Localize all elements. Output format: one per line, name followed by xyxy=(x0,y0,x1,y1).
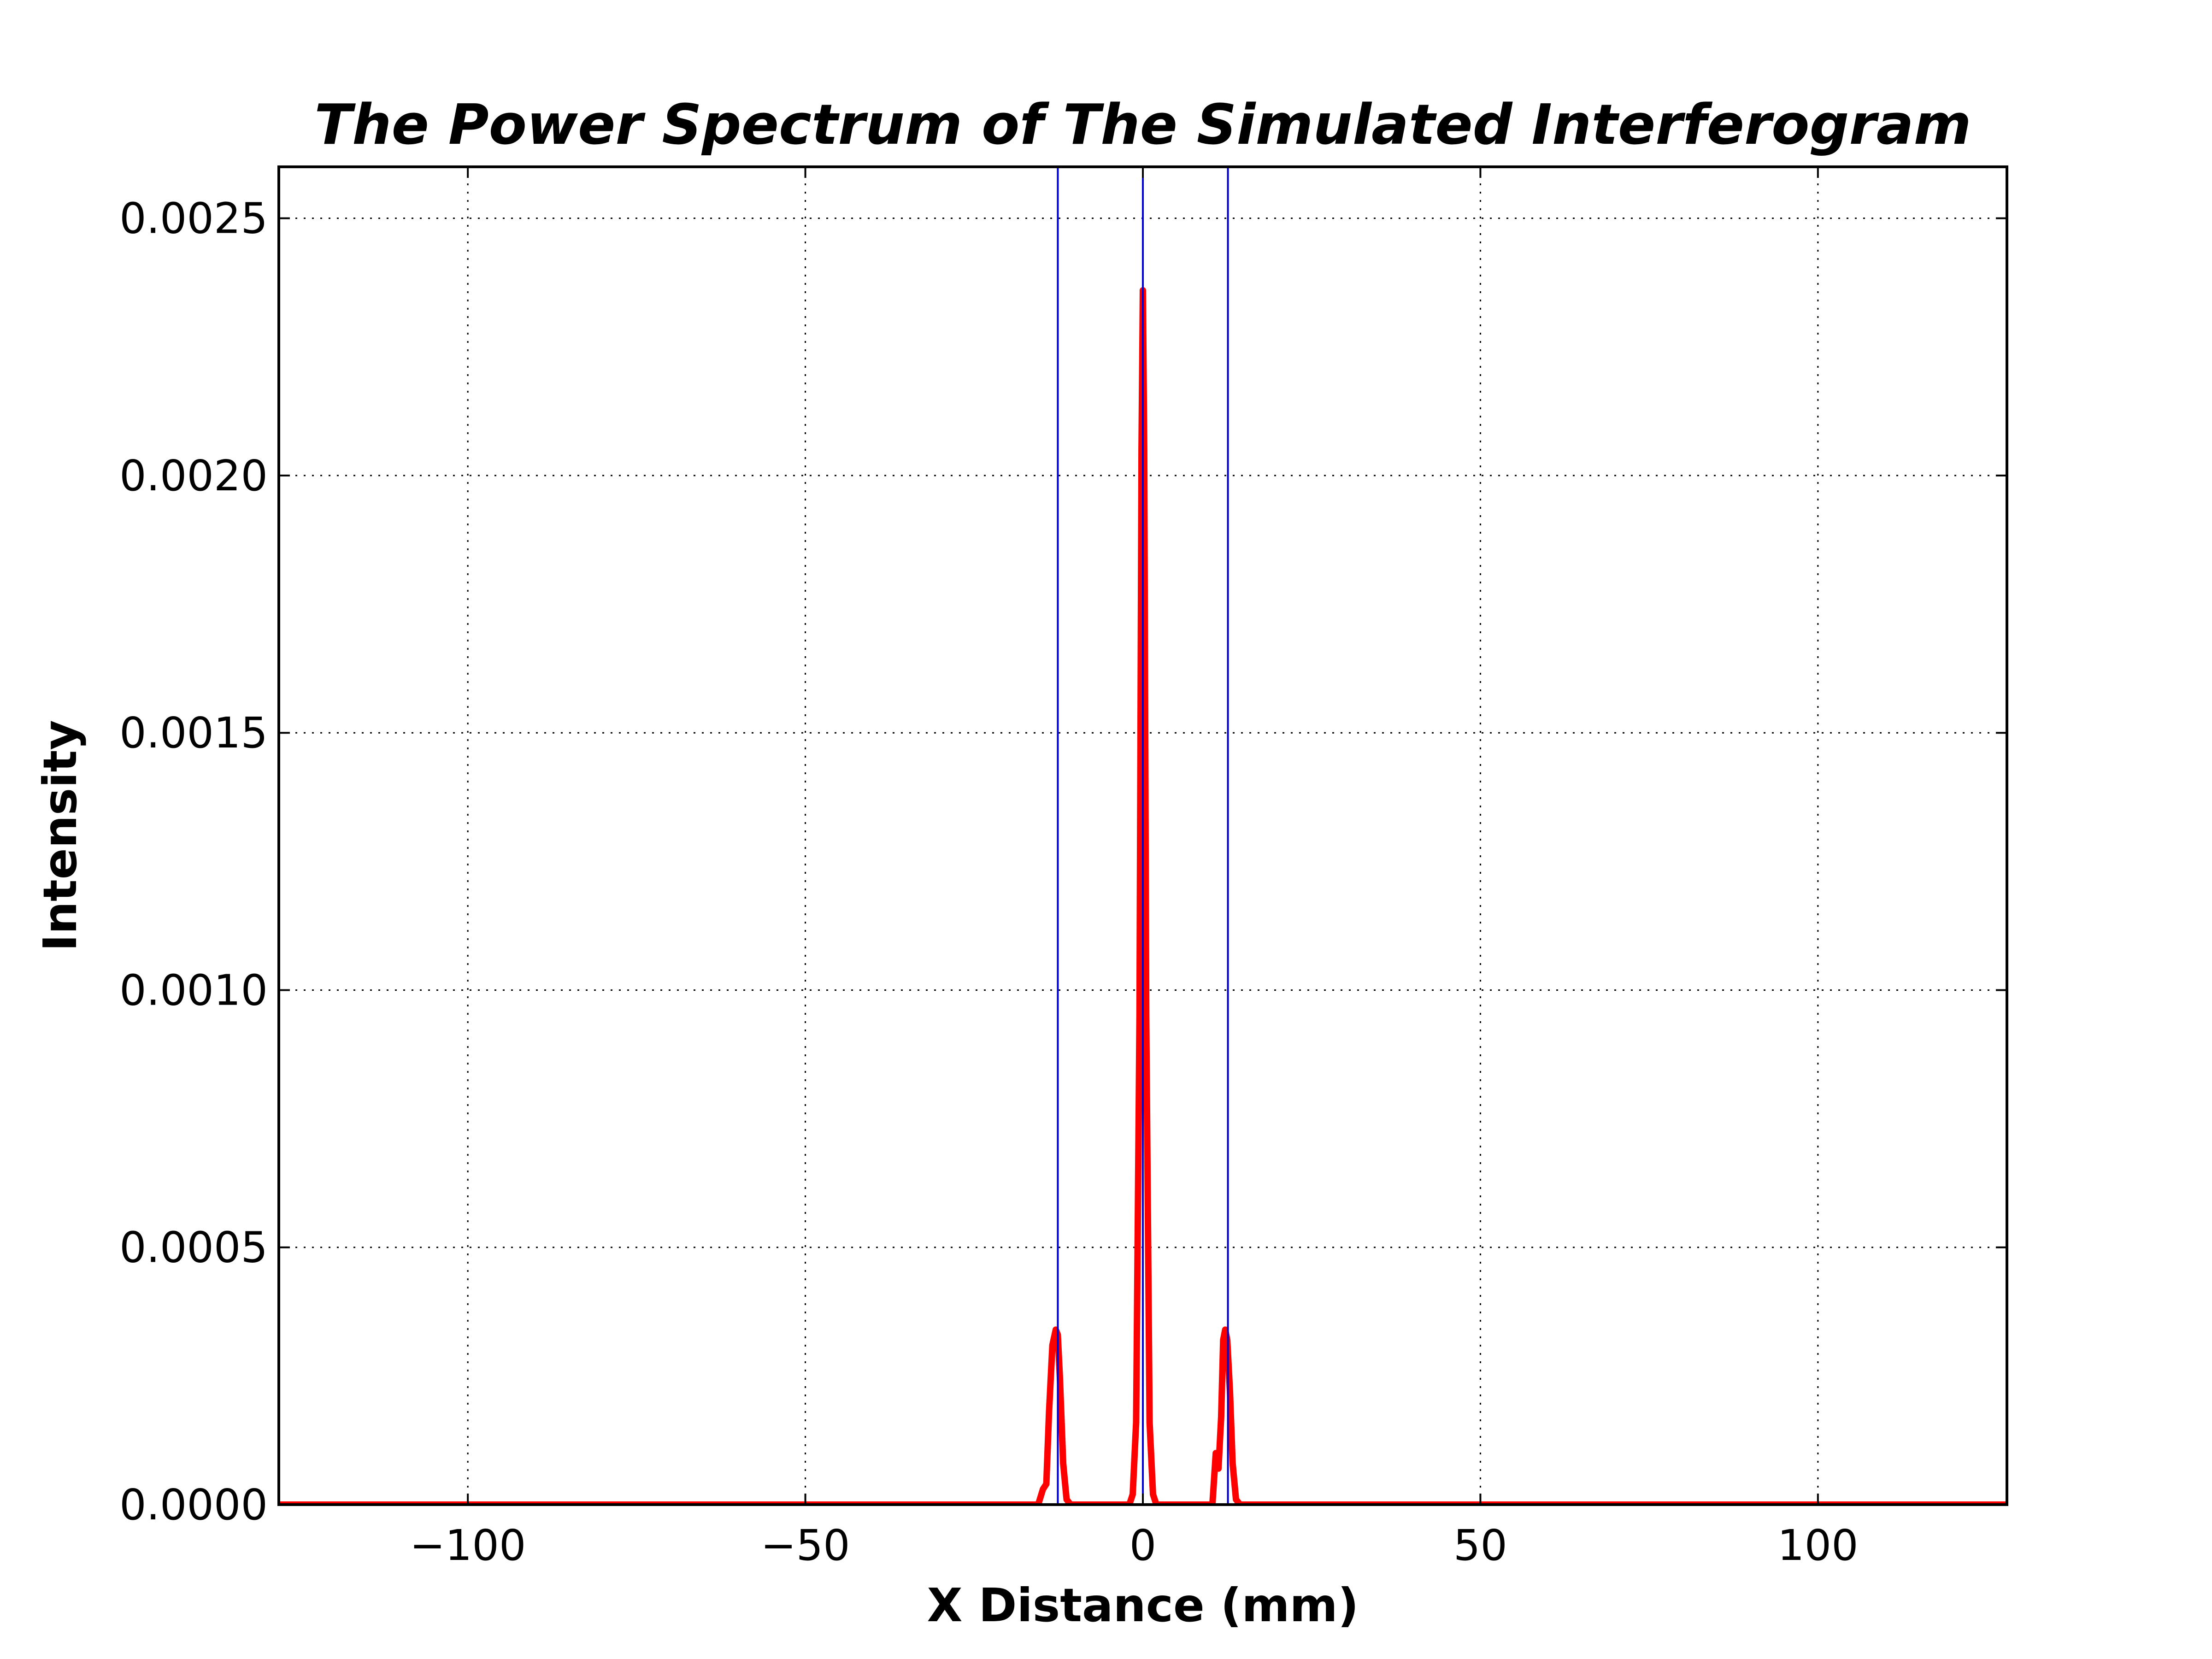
x-tick-label: 100 xyxy=(1777,1521,1859,1570)
y-tick-label: 0.0015 xyxy=(119,708,268,758)
chart-title: The Power Spectrum of The Simulated Inte… xyxy=(314,93,1971,157)
ticks: −100 −50 0 50 100 0.0000 0.0005 0.0010 0.0015 0.0… xyxy=(119,167,2007,1570)
y-tick-label: 0.0025 xyxy=(119,194,268,243)
y-tick-label: 0.0005 xyxy=(119,1223,268,1272)
y-tick-label: 0.0000 xyxy=(119,1480,268,1530)
y-axis-label: Intensity xyxy=(33,720,87,951)
plot-area xyxy=(279,167,2007,1505)
y-tick-label: 0.0010 xyxy=(119,965,268,1015)
y-tick-label: 0.0020 xyxy=(119,451,268,500)
x-tick-label: 0 xyxy=(1130,1521,1157,1570)
x-tick-label: −100 xyxy=(410,1521,526,1570)
x-tick-label: −50 xyxy=(761,1521,850,1570)
x-axis-label: X Distance (mm) xyxy=(927,1578,1359,1632)
x-tick-label: 50 xyxy=(1453,1521,1507,1570)
